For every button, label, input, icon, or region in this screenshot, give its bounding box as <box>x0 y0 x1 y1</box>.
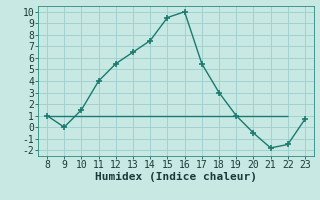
X-axis label: Humidex (Indice chaleur): Humidex (Indice chaleur) <box>95 172 257 182</box>
